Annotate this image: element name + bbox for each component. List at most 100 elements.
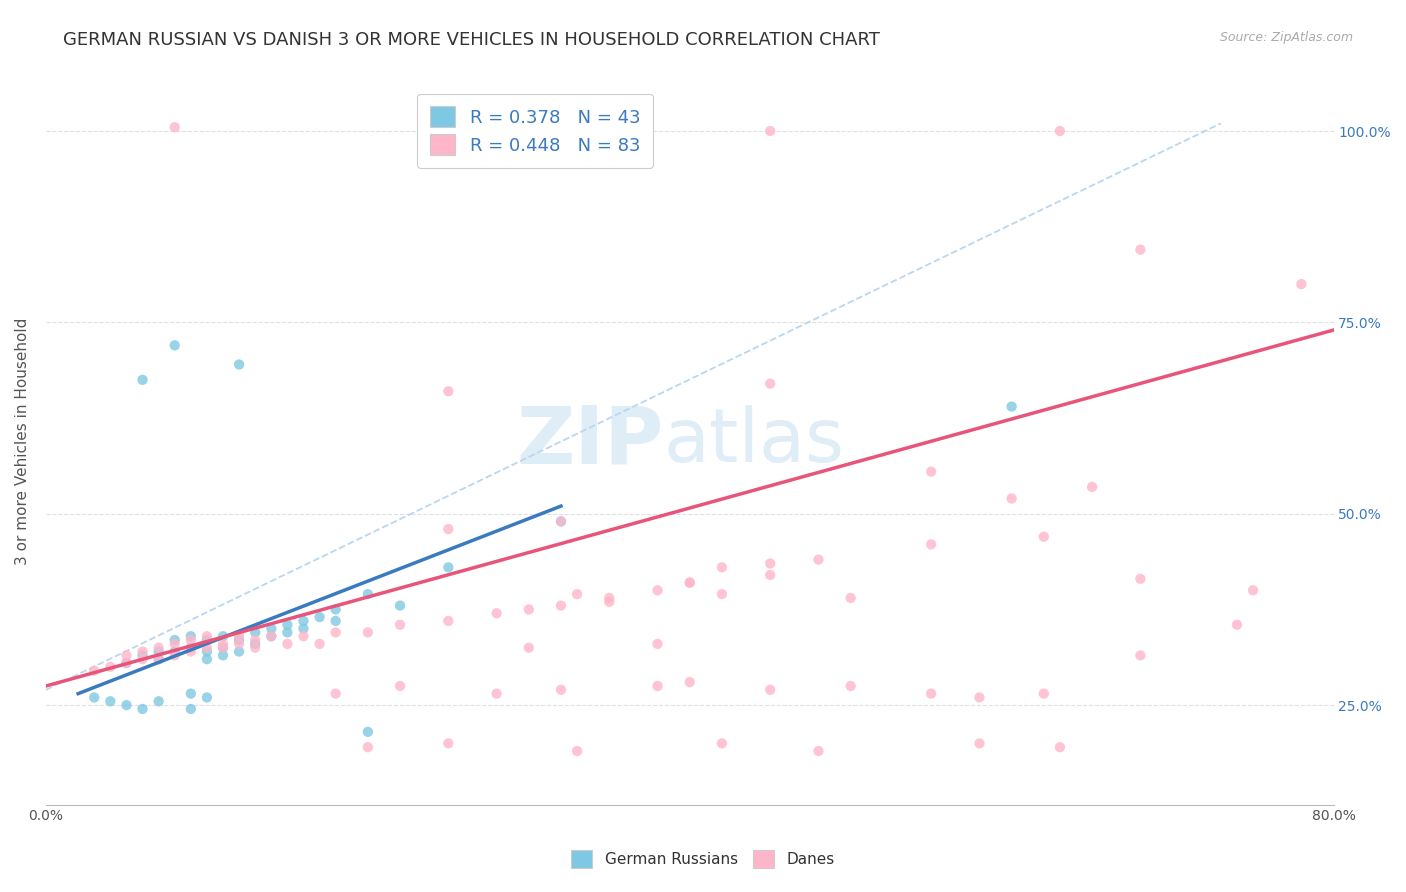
Legend: German Russians, Danes: German Russians, Danes — [565, 844, 841, 873]
Point — [325, 614, 347, 628]
Point — [212, 640, 235, 655]
Point — [437, 560, 460, 574]
Point — [163, 644, 186, 658]
Point — [565, 744, 588, 758]
Point — [228, 637, 250, 651]
Point — [245, 640, 267, 655]
Point — [598, 595, 620, 609]
Point — [131, 652, 153, 666]
Point — [115, 656, 138, 670]
Point — [517, 640, 540, 655]
Point — [163, 338, 186, 352]
Point — [195, 644, 218, 658]
Point — [647, 679, 669, 693]
Point — [485, 607, 508, 621]
Point — [710, 587, 733, 601]
Point — [292, 629, 315, 643]
Point — [245, 637, 267, 651]
Point — [1129, 648, 1152, 663]
Point — [550, 682, 572, 697]
Point — [83, 664, 105, 678]
Point — [115, 698, 138, 712]
Point — [276, 637, 298, 651]
Point — [759, 568, 782, 582]
Point — [325, 687, 347, 701]
Point — [180, 633, 202, 648]
Point — [357, 740, 380, 755]
Point — [228, 358, 250, 372]
Point — [308, 637, 330, 651]
Point — [195, 629, 218, 643]
Point — [180, 702, 202, 716]
Point — [131, 648, 153, 663]
Point — [550, 599, 572, 613]
Point — [679, 575, 702, 590]
Point — [550, 515, 572, 529]
Point — [1032, 687, 1054, 701]
Point — [807, 744, 830, 758]
Point — [195, 652, 218, 666]
Point — [1129, 572, 1152, 586]
Point — [437, 736, 460, 750]
Point — [1226, 617, 1249, 632]
Point — [839, 679, 862, 693]
Point — [292, 614, 315, 628]
Point — [679, 675, 702, 690]
Point — [1049, 124, 1071, 138]
Point — [212, 629, 235, 643]
Point — [437, 614, 460, 628]
Point — [1241, 583, 1264, 598]
Point — [357, 625, 380, 640]
Point — [195, 690, 218, 705]
Point — [148, 694, 170, 708]
Text: GERMAN RUSSIAN VS DANISH 3 OR MORE VEHICLES IN HOUSEHOLD CORRELATION CHART: GERMAN RUSSIAN VS DANISH 3 OR MORE VEHIC… — [63, 31, 880, 49]
Point — [163, 648, 186, 663]
Point — [228, 633, 250, 648]
Point — [260, 622, 283, 636]
Point — [598, 591, 620, 605]
Point — [131, 644, 153, 658]
Point — [1032, 530, 1054, 544]
Point — [357, 725, 380, 739]
Point — [1049, 740, 1071, 755]
Point — [180, 644, 202, 658]
Point — [647, 583, 669, 598]
Point — [163, 637, 186, 651]
Point — [131, 373, 153, 387]
Point — [148, 652, 170, 666]
Point — [260, 629, 283, 643]
Point — [517, 602, 540, 616]
Point — [83, 690, 105, 705]
Point — [920, 687, 942, 701]
Point — [228, 629, 250, 643]
Point — [759, 376, 782, 391]
Point — [180, 629, 202, 643]
Point — [647, 637, 669, 651]
Point — [180, 640, 202, 655]
Point — [245, 625, 267, 640]
Point — [357, 587, 380, 601]
Point — [260, 629, 283, 643]
Point — [389, 679, 412, 693]
Point — [1001, 400, 1024, 414]
Point — [389, 617, 412, 632]
Point — [148, 652, 170, 666]
Point — [212, 640, 235, 655]
Point — [1129, 243, 1152, 257]
Point — [180, 687, 202, 701]
Point — [195, 633, 218, 648]
Text: atlas: atlas — [664, 405, 845, 477]
Point — [148, 640, 170, 655]
Point — [807, 552, 830, 566]
Point — [485, 687, 508, 701]
Point — [759, 557, 782, 571]
Point — [710, 560, 733, 574]
Point — [131, 702, 153, 716]
Point — [308, 610, 330, 624]
Point — [1081, 480, 1104, 494]
Point — [437, 384, 460, 399]
Point — [1001, 491, 1024, 506]
Point — [325, 625, 347, 640]
Point — [115, 656, 138, 670]
Point — [969, 690, 991, 705]
